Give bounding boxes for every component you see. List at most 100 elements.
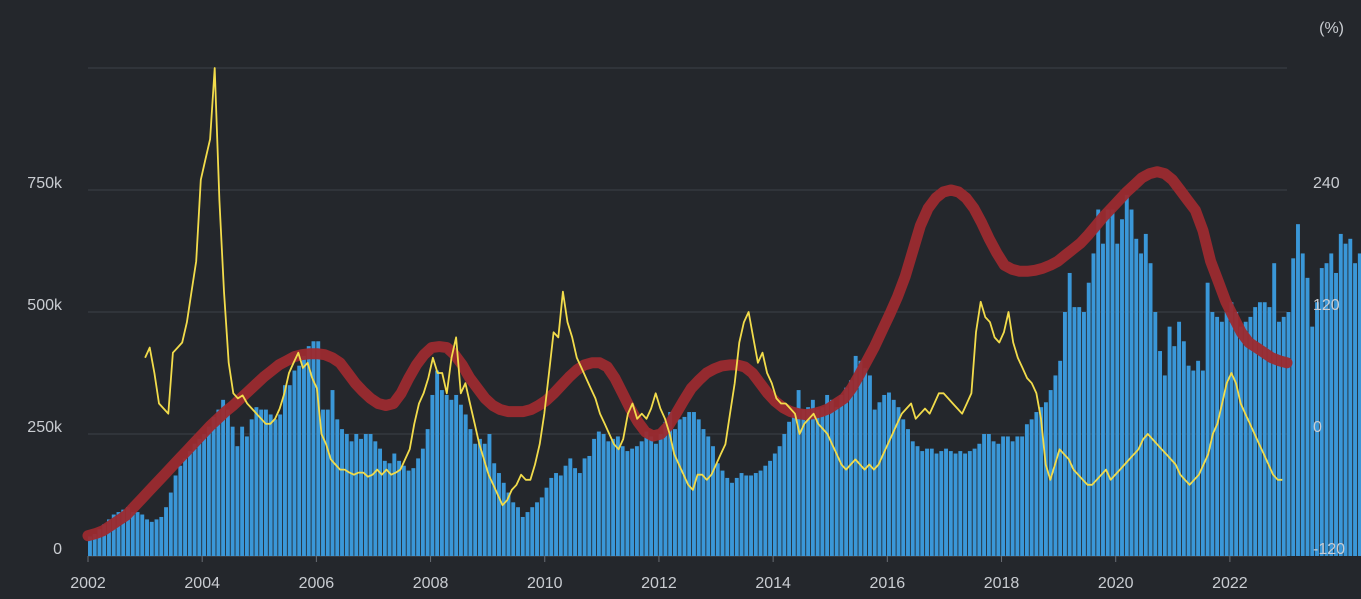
bar [306,346,311,556]
trend-line [82,166,1293,542]
bar [311,341,316,556]
bar [563,465,568,556]
bar [392,453,397,556]
bar [587,455,592,556]
bar [278,414,283,556]
bar [901,419,906,556]
bar [468,429,473,556]
bar [1357,253,1361,556]
bar [1048,390,1053,556]
bar [1120,219,1124,556]
y2-tick-label: 120 [1313,297,1340,314]
y-axis-left: 0 250k 500k 750k [27,175,63,558]
bar [701,429,706,556]
bar [482,443,487,556]
bar [520,516,525,556]
bar [535,502,539,556]
bar [1219,321,1224,556]
bar [1077,307,1082,556]
bar [925,448,929,556]
bar [121,509,126,556]
bar [649,436,654,556]
bar [173,475,178,556]
bar [1334,272,1338,556]
bar [1200,370,1205,556]
bar [1338,233,1343,557]
bar [1257,302,1262,556]
bar [806,407,811,556]
bar [1096,209,1101,556]
bar [340,429,344,556]
bar [734,477,739,556]
bar [706,436,711,556]
bar [1267,307,1272,556]
x-tick-label: 2018 [984,575,1020,592]
bar [1205,282,1210,556]
bar [625,451,630,556]
bar [682,416,687,556]
bar [887,392,891,556]
bar [549,477,554,556]
bar [944,448,948,556]
bar [620,446,625,556]
bar [140,514,145,556]
bar [1215,316,1220,556]
bar [1253,307,1258,556]
bar [216,409,221,556]
bar [601,434,606,556]
bar [325,409,330,556]
bar [516,507,520,556]
bar [820,407,825,556]
bar [1058,360,1063,556]
y2-tick-label: 0 [1313,419,1322,436]
bar [1148,263,1153,556]
bar [107,519,111,556]
bar [825,394,830,556]
bar [1034,412,1039,556]
bar [730,482,734,556]
bar [525,512,530,556]
bar [592,438,597,556]
bar [801,409,806,556]
bar [240,426,245,556]
bar [88,536,92,556]
bar [244,436,249,556]
bar [444,394,449,556]
bar [463,414,468,556]
bar [268,414,273,556]
bar [1067,272,1072,556]
bar [753,473,758,556]
bar [492,463,497,556]
bar [1101,243,1105,556]
bar [1043,402,1048,556]
x-tick-label: 2014 [755,575,791,592]
bar [1029,419,1034,556]
bar [1234,312,1239,556]
bar [920,451,925,556]
bar [330,390,335,556]
bar [1062,312,1067,556]
bar [1162,375,1167,556]
bar [1315,302,1319,556]
bar [958,451,963,556]
bar [135,512,140,556]
bar [906,429,910,556]
bar [948,451,953,556]
bar [425,429,430,556]
bar [1238,326,1243,556]
bar [335,419,340,556]
bar [506,492,511,556]
bar [991,441,996,556]
bar [1229,302,1234,556]
bar [848,380,853,556]
bar [1134,238,1139,557]
bar [316,341,321,556]
bar [544,487,549,556]
bar [259,409,264,556]
x-tick-label: 2012 [641,575,677,592]
bar [744,475,749,556]
bar [116,512,121,556]
bar [192,443,197,556]
bar [615,436,620,556]
